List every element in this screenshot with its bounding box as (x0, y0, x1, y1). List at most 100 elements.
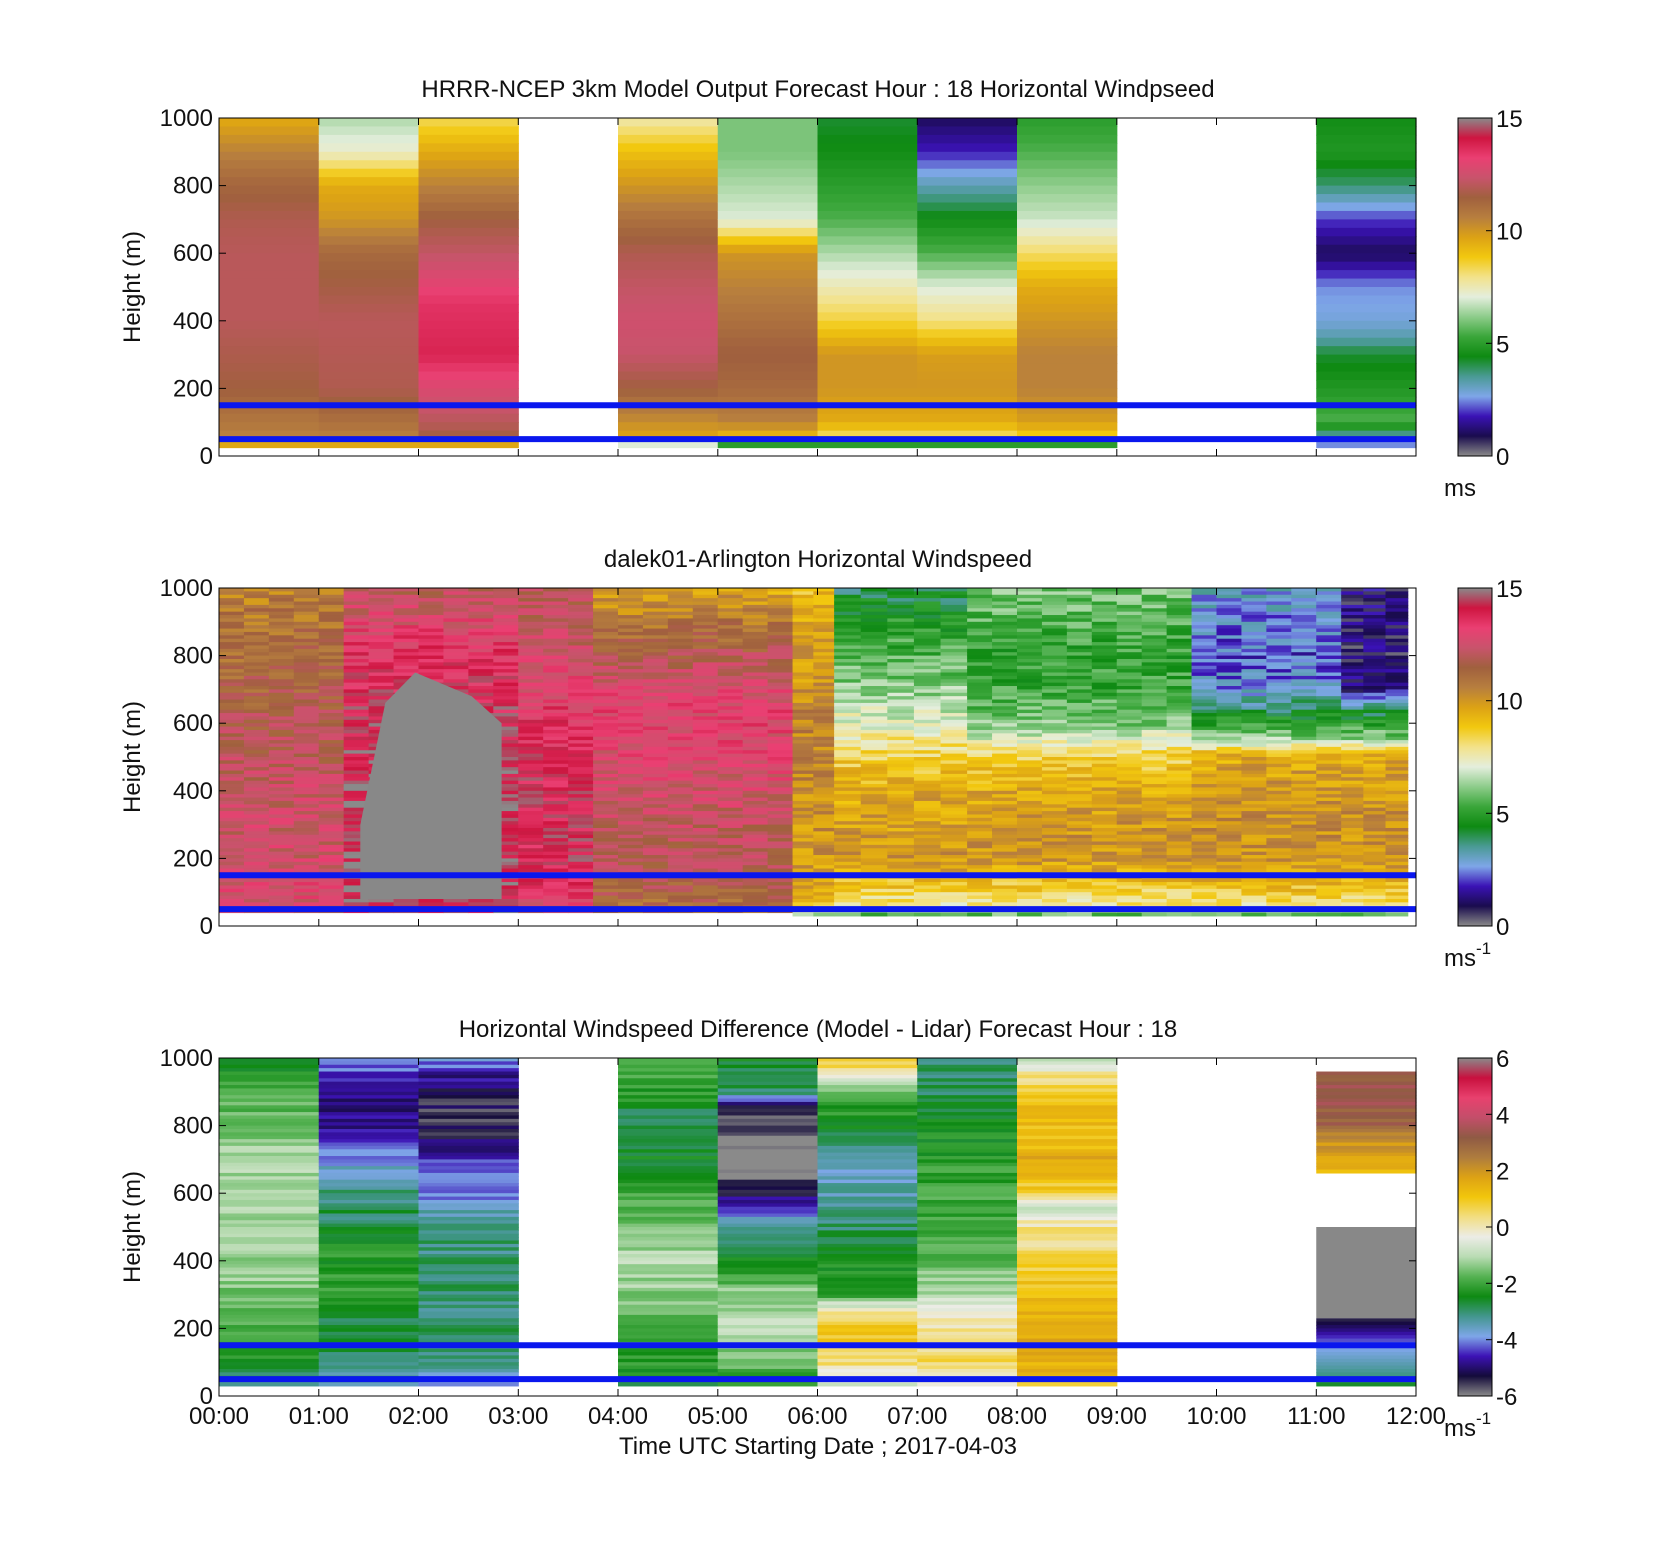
heatmap-cell (543, 723, 569, 728)
heatmap-cell (1363, 608, 1387, 613)
heatmap-cell (1363, 784, 1387, 789)
heatmap-cell (860, 797, 888, 802)
heatmap-cell (1341, 838, 1364, 843)
heatmap-cell (593, 689, 619, 694)
heatmap-cell (1216, 675, 1243, 680)
heatmap-cell (767, 675, 794, 680)
heatmap-cell (268, 625, 295, 630)
heatmap-cell (1241, 686, 1267, 690)
heatmap-cell (1066, 736, 1093, 741)
heatmap-cell (1291, 895, 1317, 900)
heatmap-cell (568, 787, 594, 792)
heatmap-cell (1066, 743, 1093, 748)
heatmap-cell (618, 770, 644, 775)
heatmap-cell (1291, 912, 1317, 917)
heatmap-cell (1216, 696, 1243, 701)
heatmap-cell (1291, 777, 1317, 782)
heatmap-cell (268, 831, 295, 836)
heatmap-cell (243, 794, 270, 799)
heatmap-cell (343, 706, 370, 711)
heatmap-cell (343, 669, 370, 674)
heatmap-cell (1017, 807, 1043, 812)
heatmap-cell (813, 838, 835, 843)
heatmap-cell (642, 625, 669, 630)
heatmap-cell (767, 733, 794, 738)
heatmap-cell (543, 628, 569, 633)
heatmap-cell (1241, 662, 1267, 667)
heatmap-cell (493, 726, 519, 731)
heatmap-cell (318, 591, 345, 596)
heatmap-cell (1166, 746, 1193, 751)
heatmap-cell (493, 740, 519, 745)
heatmap-cell (917, 126, 1018, 136)
heatmap-cell (568, 800, 594, 805)
heatmap-cell (1041, 878, 1068, 883)
heatmap-cell (1241, 763, 1267, 768)
heatmap-cell (1266, 807, 1292, 812)
heatmap-cell (443, 598, 469, 603)
heatmap-cell (967, 898, 993, 903)
heatmap-cell (717, 185, 819, 195)
heatmap-cell (418, 287, 519, 297)
heatmap-cell (393, 655, 420, 660)
heatmap-cell (742, 672, 769, 677)
heatmap-cell (1363, 689, 1387, 694)
heatmap-cell (1216, 723, 1243, 728)
heatmap-cell (834, 598, 862, 603)
heatmap-cell (1216, 726, 1243, 731)
heatmap-cell (817, 413, 918, 423)
heatmap-cell (913, 821, 942, 826)
heatmap-cell (917, 354, 1018, 364)
heatmap-cell (1066, 733, 1093, 738)
heatmap-cell (860, 716, 888, 721)
heatmap-cell (293, 858, 320, 863)
heatmap-cell (1116, 780, 1143, 785)
heatmap-cell (742, 648, 769, 653)
heatmap-cell (343, 787, 370, 792)
heatmap-cell (293, 723, 320, 728)
heatmap-cell (992, 601, 1018, 606)
heatmap-cell (1017, 598, 1043, 603)
heatmap-cell (913, 848, 942, 853)
heatmap-cell (667, 665, 694, 670)
heatmap-cell (1017, 270, 1118, 280)
heatmap-cell (742, 865, 769, 870)
heatmap-cell (692, 888, 719, 893)
heatmap-cell (243, 817, 270, 822)
heatmap-cell (667, 689, 694, 694)
heatmap-cell (642, 827, 669, 832)
heatmap-cell (667, 588, 694, 592)
heatmap-cell (1166, 787, 1193, 792)
heatmap-cell (767, 638, 794, 643)
heatmap-cell (792, 611, 814, 616)
heatmap-cell (667, 767, 694, 772)
heatmap-cell (1385, 692, 1409, 697)
heatmap-cell (792, 807, 814, 812)
heatmap-cell (1291, 824, 1317, 829)
heatmap-cell (642, 662, 669, 667)
heatmap-cell (593, 773, 619, 778)
heatmap-cell (887, 696, 915, 701)
heatmap-cell (1041, 888, 1068, 893)
heatmap-cell (243, 814, 270, 819)
heatmap-cell (543, 794, 569, 799)
heatmap-cell (792, 588, 814, 592)
heatmap-cell (1116, 611, 1143, 616)
heatmap-cell (1266, 675, 1292, 680)
heatmap-cell (1017, 278, 1118, 288)
heatmap-cell (692, 652, 719, 657)
heatmap-cell (1116, 696, 1143, 701)
heatmap-cell (792, 615, 814, 620)
heatmap-cell (318, 379, 420, 389)
heatmap-cell (813, 611, 835, 616)
heatmap-cell (1241, 631, 1267, 636)
heatmap-cell (717, 773, 744, 778)
heatmap-cell (268, 611, 295, 616)
heatmap-cell (1041, 861, 1068, 866)
heatmap-cell (518, 608, 544, 613)
heatmap-cell (368, 608, 395, 613)
heatmap-cell (692, 723, 719, 728)
heatmap-cell (1017, 777, 1043, 782)
heatmap-cell (1266, 868, 1292, 873)
heatmap-cell (1166, 753, 1193, 758)
